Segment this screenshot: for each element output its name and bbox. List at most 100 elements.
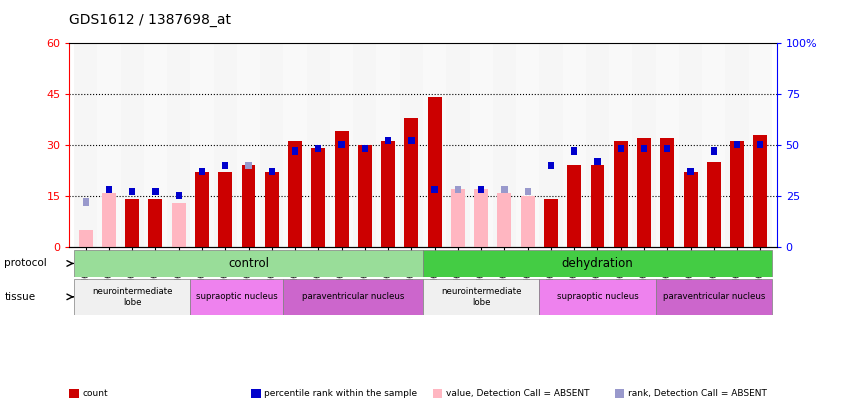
Bar xyxy=(571,147,577,154)
Text: value, Detection Call = ABSENT: value, Detection Call = ABSENT xyxy=(446,389,590,398)
Bar xyxy=(213,43,237,247)
Bar xyxy=(354,43,376,247)
Bar xyxy=(520,196,535,247)
Text: paraventricular nucleus: paraventricular nucleus xyxy=(662,292,765,301)
Bar xyxy=(525,188,530,195)
Bar xyxy=(455,186,461,193)
Bar xyxy=(334,131,349,247)
Bar xyxy=(74,250,423,277)
Bar xyxy=(385,137,391,144)
Bar xyxy=(129,188,135,195)
Bar xyxy=(83,198,89,206)
Bar xyxy=(79,230,93,247)
Bar xyxy=(242,165,255,247)
Bar xyxy=(149,199,162,247)
Bar xyxy=(637,138,651,247)
Bar xyxy=(563,43,585,247)
Bar xyxy=(585,43,609,247)
Bar xyxy=(502,186,508,193)
Bar xyxy=(641,145,647,152)
Bar xyxy=(330,43,353,247)
Bar xyxy=(678,43,702,247)
Bar xyxy=(376,43,399,247)
Bar xyxy=(237,43,260,247)
Bar xyxy=(283,43,306,247)
Bar xyxy=(338,141,344,148)
Bar xyxy=(283,279,423,315)
Bar xyxy=(497,192,511,247)
Bar xyxy=(265,172,278,247)
Bar xyxy=(404,117,418,247)
Bar xyxy=(474,189,488,247)
Bar xyxy=(358,145,371,247)
Bar xyxy=(176,192,182,200)
Bar xyxy=(74,43,97,247)
Bar xyxy=(591,165,604,247)
Bar xyxy=(381,141,395,247)
Bar xyxy=(451,189,465,247)
Bar xyxy=(152,188,158,195)
Bar xyxy=(261,43,283,247)
Bar xyxy=(544,199,558,247)
Bar xyxy=(734,141,740,148)
Bar xyxy=(222,162,228,169)
Bar xyxy=(245,162,251,169)
Bar xyxy=(168,43,190,247)
Bar xyxy=(423,43,447,247)
Bar xyxy=(684,172,697,247)
Bar xyxy=(316,145,321,152)
Bar xyxy=(702,43,725,247)
Bar xyxy=(757,141,763,148)
Bar xyxy=(470,43,492,247)
Text: rank, Detection Call = ABSENT: rank, Detection Call = ABSENT xyxy=(628,389,766,398)
Bar xyxy=(199,168,205,175)
Text: paraventricular nucleus: paraventricular nucleus xyxy=(302,292,404,301)
Bar xyxy=(447,43,470,247)
Bar xyxy=(749,43,772,247)
Text: neurointermediate
lobe: neurointermediate lobe xyxy=(92,287,173,307)
Bar xyxy=(664,145,670,152)
Bar xyxy=(711,147,717,154)
Bar xyxy=(730,141,744,247)
Bar xyxy=(478,186,484,193)
Bar xyxy=(120,43,144,247)
Bar xyxy=(656,279,772,315)
Bar xyxy=(409,137,415,144)
Bar xyxy=(618,145,624,152)
Bar xyxy=(431,186,437,193)
Text: supraoptic nucleus: supraoptic nucleus xyxy=(196,292,277,301)
Bar xyxy=(567,165,581,247)
Bar xyxy=(548,162,554,169)
Bar xyxy=(106,186,112,193)
Bar xyxy=(688,168,694,175)
Text: percentile rank within the sample: percentile rank within the sample xyxy=(264,389,417,398)
Bar xyxy=(427,97,442,247)
Bar xyxy=(195,172,209,247)
Bar xyxy=(706,162,721,247)
Bar xyxy=(660,138,674,247)
Text: protocol: protocol xyxy=(4,258,47,269)
Bar xyxy=(74,279,190,315)
Bar xyxy=(125,199,139,247)
Bar xyxy=(269,168,275,175)
Bar xyxy=(540,43,563,247)
Bar xyxy=(595,158,601,165)
Bar xyxy=(516,43,540,247)
Bar xyxy=(172,203,185,247)
Bar xyxy=(311,148,325,247)
Text: tissue: tissue xyxy=(4,292,36,302)
Bar xyxy=(362,145,368,152)
Bar xyxy=(218,172,232,247)
Bar xyxy=(292,147,298,154)
Bar xyxy=(190,279,283,315)
Bar xyxy=(190,43,213,247)
Bar xyxy=(753,134,767,247)
Bar xyxy=(144,43,168,247)
Bar xyxy=(725,43,749,247)
Text: dehydration: dehydration xyxy=(562,257,634,270)
Bar xyxy=(492,43,516,247)
Bar xyxy=(609,43,632,247)
Text: supraoptic nucleus: supraoptic nucleus xyxy=(557,292,639,301)
Bar xyxy=(288,141,302,247)
Bar xyxy=(97,43,120,247)
